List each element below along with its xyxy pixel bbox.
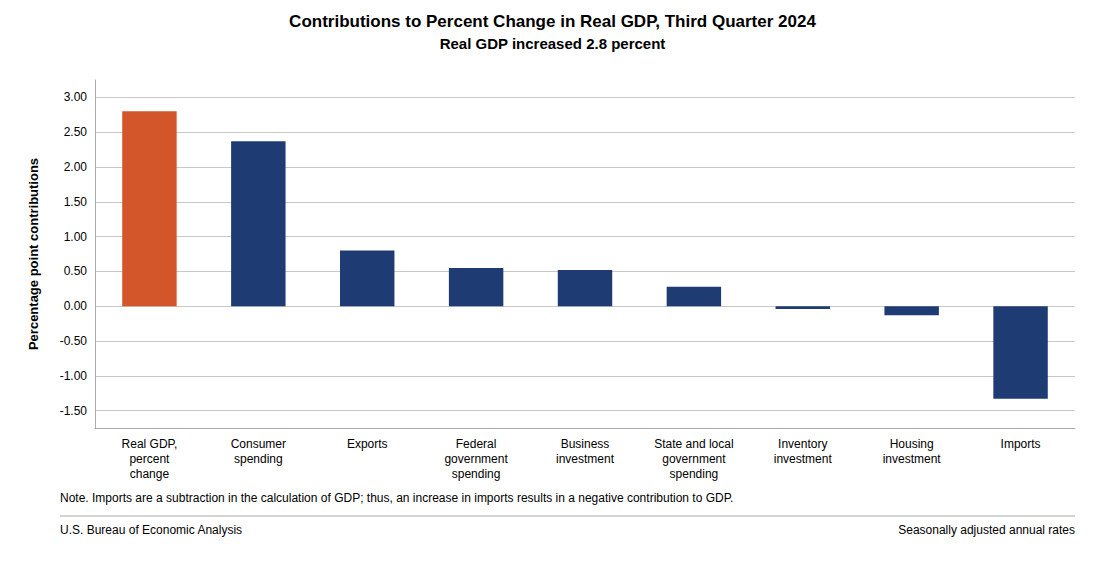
- svg-text:investment: investment: [774, 452, 833, 466]
- svg-text:Consumer: Consumer: [231, 437, 286, 451]
- svg-text:-1.50: -1.50: [60, 404, 88, 418]
- svg-text:Real GDP increased 2.8 percent: Real GDP increased 2.8 percent: [440, 35, 666, 52]
- svg-text:Real GDP,: Real GDP,: [122, 437, 178, 451]
- svg-text:government: government: [444, 452, 508, 466]
- svg-text:2.00: 2.00: [64, 160, 88, 174]
- svg-text:1.00: 1.00: [64, 230, 88, 244]
- svg-text:Federal: Federal: [456, 437, 497, 451]
- svg-text:Imports: Imports: [1001, 437, 1041, 451]
- svg-text:Inventory: Inventory: [778, 437, 827, 451]
- svg-text:0.50: 0.50: [64, 264, 88, 278]
- svg-text:Seasonally adjusted annual rat: Seasonally adjusted annual rates: [898, 523, 1075, 537]
- svg-text:3.00: 3.00: [64, 90, 88, 104]
- svg-text:-0.50: -0.50: [60, 334, 88, 348]
- svg-text:Housing: Housing: [890, 437, 934, 451]
- svg-text:Note. Imports are a subtractio: Note. Imports are a subtraction in the c…: [60, 491, 733, 505]
- svg-text:U.S. Bureau of Economic Analys: U.S. Bureau of Economic Analysis: [60, 523, 242, 537]
- svg-text:Percentage point contributions: Percentage point contributions: [26, 158, 41, 350]
- svg-text:Business: Business: [561, 437, 610, 451]
- svg-text:Exports: Exports: [347, 437, 388, 451]
- svg-text:spending: spending: [670, 467, 719, 481]
- svg-text:spending: spending: [234, 452, 283, 466]
- svg-text:0.00: 0.00: [64, 299, 88, 313]
- svg-text:-1.00: -1.00: [60, 369, 88, 383]
- svg-text:change: change: [130, 467, 170, 481]
- svg-text:government: government: [662, 452, 726, 466]
- svg-text:investment: investment: [556, 452, 615, 466]
- svg-text:Contributions to Percent Chang: Contributions to Percent Change in Real …: [289, 12, 816, 31]
- svg-text:spending: spending: [452, 467, 501, 481]
- svg-text:2.50: 2.50: [64, 125, 88, 139]
- svg-text:percent: percent: [129, 452, 170, 466]
- svg-text:State and local: State and local: [654, 437, 733, 451]
- svg-text:investment: investment: [883, 452, 942, 466]
- svg-text:1.50: 1.50: [64, 195, 88, 209]
